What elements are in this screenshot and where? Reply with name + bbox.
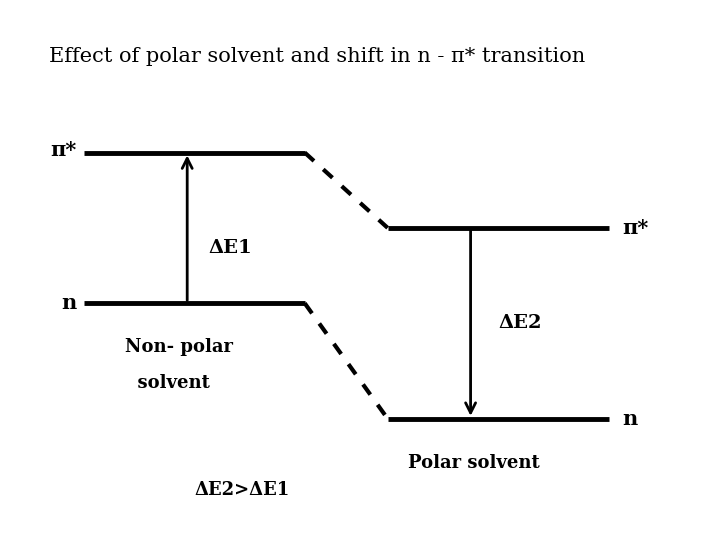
Text: ΔE1: ΔE1 [208,239,252,257]
Text: ΔE2: ΔE2 [498,314,541,332]
Text: π*: π* [623,218,649,238]
Text: n: n [623,409,638,429]
Text: n: n [61,293,76,313]
Text: ΔE2>ΔE1: ΔE2>ΔE1 [195,481,290,499]
Text: solvent: solvent [125,374,210,391]
Text: Non- polar: Non- polar [125,339,233,356]
Text: Polar solvent: Polar solvent [408,454,540,472]
Text: π*: π* [50,140,76,160]
Text: Effect of polar solvent and shift in n - π* transition: Effect of polar solvent and shift in n -… [49,47,585,66]
